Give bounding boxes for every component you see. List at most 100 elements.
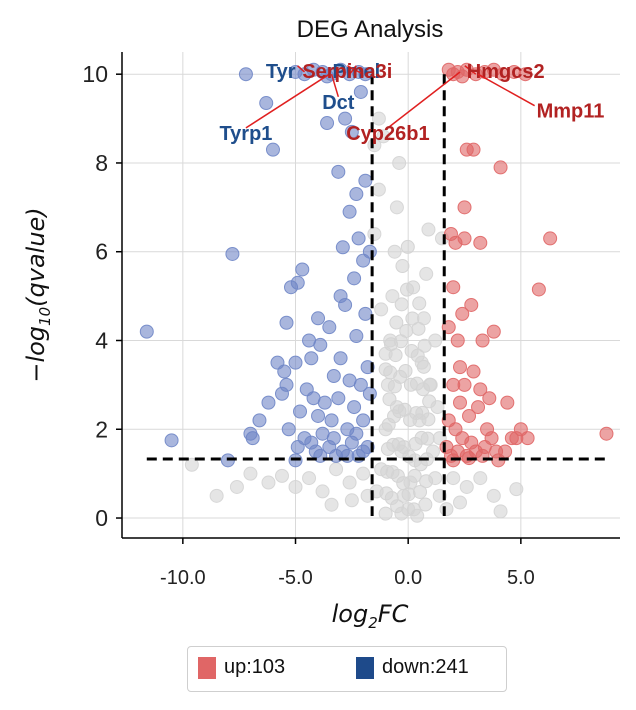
data-point-ns [274, 468, 289, 483]
data-point-ns [459, 479, 474, 494]
gene-label-hmgcs2: Hmgcs2 [467, 61, 545, 83]
data-point-down [347, 400, 362, 415]
data-point-ns [486, 488, 501, 503]
gene-label-serpina3i: Serpina3i [302, 61, 392, 83]
data-point-down [259, 96, 274, 111]
data-point-ns [378, 362, 393, 377]
data-point-ns [229, 479, 244, 494]
data-point-down [311, 311, 326, 326]
data-point-down [349, 187, 364, 202]
data-point-down [277, 364, 292, 379]
data-point-down [342, 204, 357, 219]
data-point-ns [378, 506, 393, 521]
annotation-arrow [464, 65, 477, 75]
data-point-ns [387, 244, 402, 259]
data-point-down [353, 84, 368, 99]
data-point-ns [422, 394, 437, 409]
data-point-ns [371, 111, 386, 126]
data-point-down [238, 67, 253, 82]
annotation-arrow [477, 73, 535, 107]
data-point-up [518, 67, 533, 82]
data-point-up [455, 306, 470, 321]
data-point-down [344, 124, 359, 139]
data-point-up [457, 377, 472, 392]
legend-swatch-down [356, 656, 374, 679]
data-point-ns [416, 359, 431, 374]
data-point-ns [382, 392, 397, 407]
data-point-up [484, 431, 499, 446]
legend-label-up: up:103 [224, 656, 286, 678]
data-point-ns [407, 468, 422, 483]
y-tick-label: 6 [95, 239, 108, 265]
data-point-up [482, 391, 497, 406]
data-point-down [290, 275, 305, 290]
data-point-up [473, 382, 488, 397]
data-point-up [446, 280, 461, 295]
data-point-ns [389, 315, 404, 330]
data-point-ns [411, 321, 426, 336]
data-point-ns [385, 289, 400, 304]
data-point-ns [421, 222, 436, 237]
data-point-up [457, 231, 472, 246]
data-point-ns [381, 417, 396, 432]
data-point-ns [387, 379, 402, 394]
data-point-down [349, 329, 364, 344]
y-axis-title: −log10(qvalue) [22, 207, 54, 382]
data-point-down [322, 320, 337, 335]
data-point-up [453, 360, 468, 375]
significant-points [139, 62, 614, 468]
data-point-ns [374, 302, 389, 317]
gene-label-tyr: Tyr [266, 61, 296, 83]
data-point-ns [380, 441, 395, 456]
data-point-down [333, 62, 348, 77]
data-point-ns [315, 484, 330, 499]
y-tick-label: 4 [95, 327, 108, 353]
data-point-down [356, 444, 371, 459]
gene-label-dct: Dct [322, 92, 355, 114]
data-point-down [320, 116, 335, 131]
data-point-ns [453, 495, 468, 510]
x-tick-label: -5.0 [278, 567, 312, 589]
legend: up:103 down:241 [187, 646, 507, 692]
annotation-arrow [245, 73, 330, 129]
data-point-down [139, 324, 154, 339]
data-point-ns [410, 348, 425, 363]
gene-label-tyrp1: Tyrp1 [219, 123, 272, 145]
data-point-down [313, 337, 328, 352]
data-point-ns [446, 471, 461, 486]
data-point-ns [209, 488, 224, 503]
data-point-up [543, 231, 558, 246]
data-point-down [164, 433, 179, 448]
data-point-down [288, 355, 303, 370]
data-point-ns [380, 464, 395, 479]
chart-title: DEG Analysis [297, 16, 444, 43]
data-point-ns [417, 338, 432, 353]
data-point-ns [405, 311, 420, 326]
data-point-up [531, 282, 546, 297]
legend-item-down: down:241 [356, 656, 469, 679]
data-point-up [500, 395, 515, 410]
data-point-ns [419, 266, 434, 281]
data-point-down [326, 369, 341, 383]
data-point-down [351, 231, 366, 246]
data-point-up [441, 62, 456, 77]
data-point-up [466, 364, 481, 379]
data-point-down [265, 142, 280, 157]
data-point-ns [184, 457, 199, 472]
data-point-down [347, 271, 362, 286]
data-point-down [358, 173, 373, 188]
data-point-ns [302, 471, 317, 486]
data-point-down [358, 306, 373, 321]
data-point-ns [379, 486, 394, 501]
data-point-ns [509, 482, 524, 497]
data-point-up [599, 426, 614, 441]
data-point-down [324, 413, 339, 428]
data-point-up [457, 200, 472, 215]
data-point-up [453, 395, 468, 410]
data-point-up [471, 400, 486, 415]
legend-swatch-up [198, 656, 216, 679]
y-tick-label: 0 [95, 505, 108, 531]
annotation-arrow [349, 65, 357, 75]
tick-labels: -10.0 -5.0 0.0 5.0 0 2 4 6 8 10 [82, 61, 534, 589]
